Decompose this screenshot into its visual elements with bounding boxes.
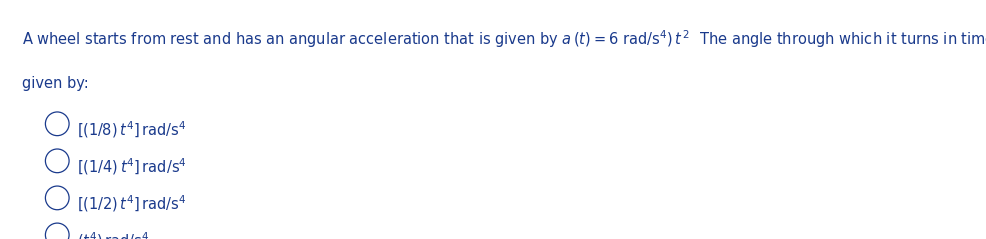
- Text: $(t^4)\,\mathrm{rad/s^4}$: $(t^4)\,\mathrm{rad/s^4}$: [77, 231, 149, 239]
- Text: $[(1/8)\,t^4]\,\mathrm{rad/s^4}$: $[(1/8)\,t^4]\,\mathrm{rad/s^4}$: [77, 120, 186, 140]
- Text: given by:: given by:: [22, 76, 89, 92]
- Text: A wheel starts from rest and has an angular acceleration that is given by $a\,(t: A wheel starts from rest and has an angu…: [22, 29, 986, 50]
- Text: $[(1/4)\,t^4]\,\mathrm{rad/s^4}$: $[(1/4)\,t^4]\,\mathrm{rad/s^4}$: [77, 157, 186, 177]
- Text: $[(1/2)\,t^4]\,\mathrm{rad/s^4}$: $[(1/2)\,t^4]\,\mathrm{rad/s^4}$: [77, 194, 186, 214]
